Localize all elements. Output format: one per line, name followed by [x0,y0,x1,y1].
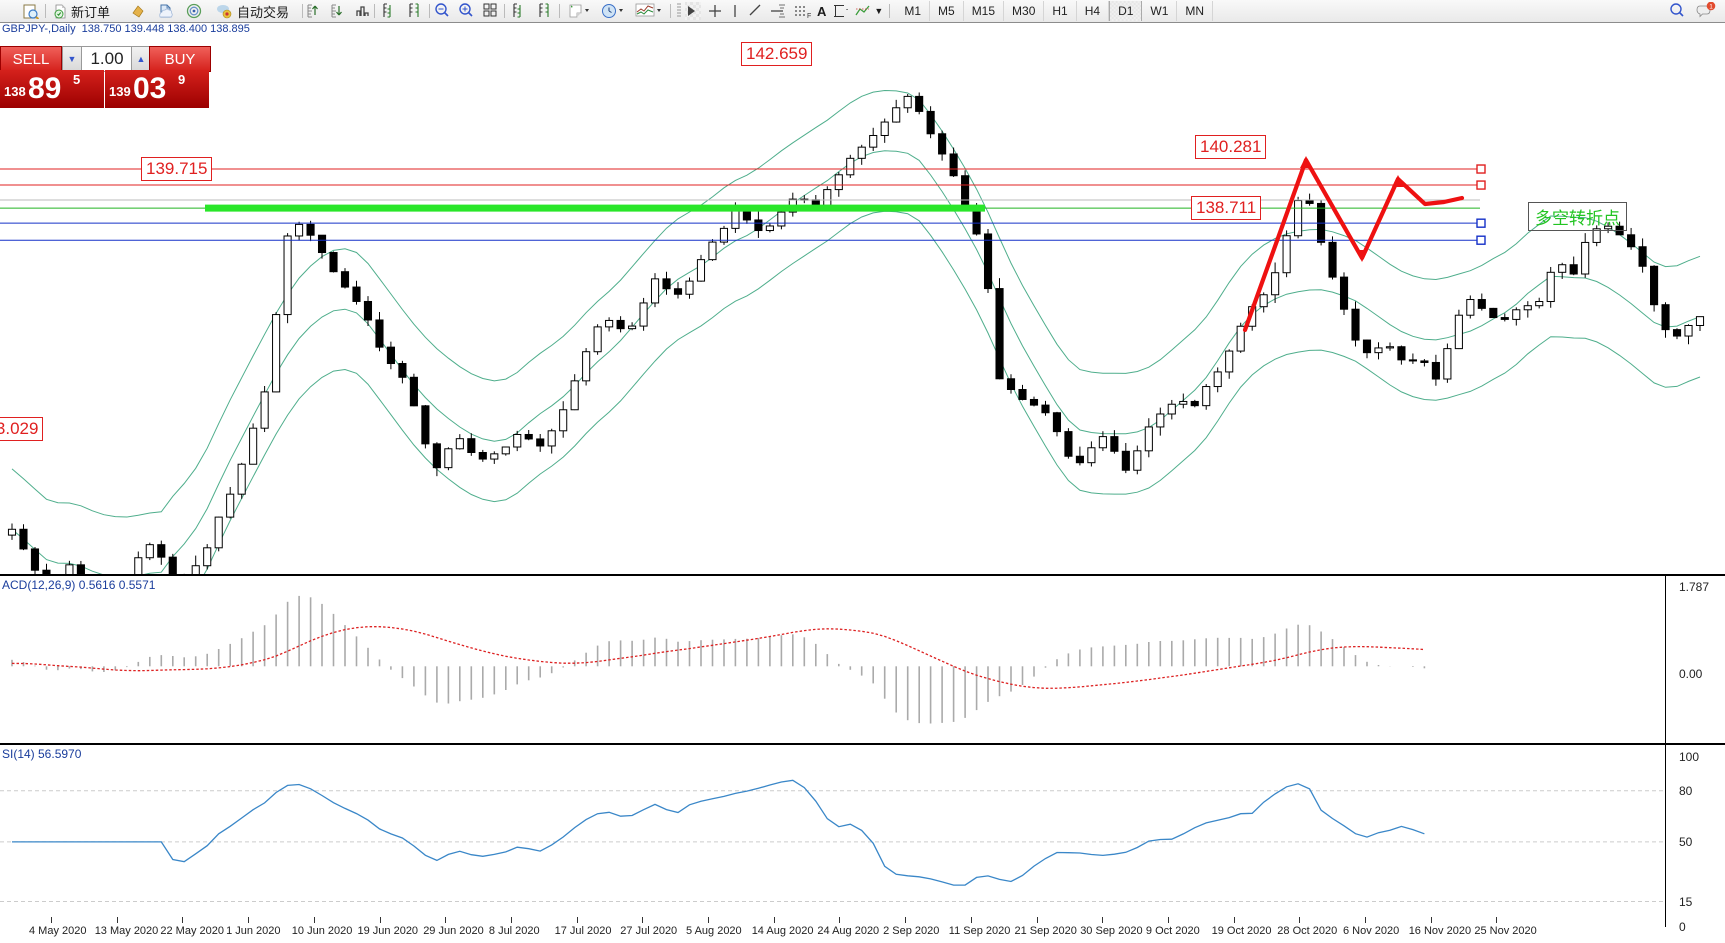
svg-text:T: T [846,8,848,17]
svg-text:F: F [807,13,811,19]
svg-text:1: 1 [1709,4,1713,11]
